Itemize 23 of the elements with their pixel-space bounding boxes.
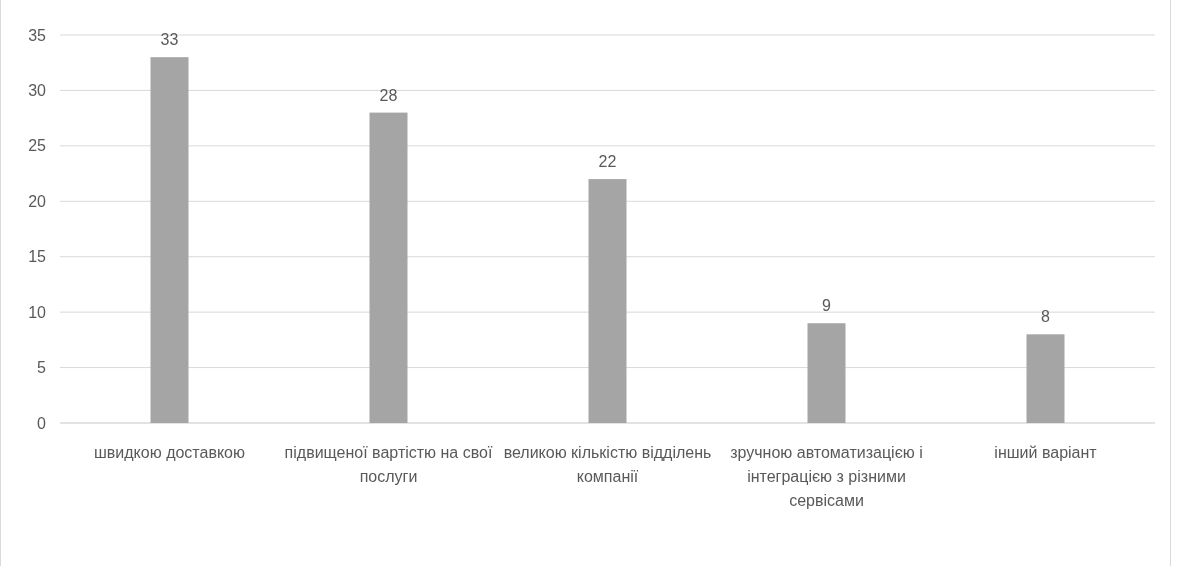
x-tick-label: інший варіант <box>994 444 1098 461</box>
bar <box>369 112 408 423</box>
y-tick-label: 35 <box>28 26 47 44</box>
bar <box>807 323 846 423</box>
y-tick-label: 10 <box>28 303 47 321</box>
data-label: 8 <box>1041 308 1051 326</box>
y-tick-label: 30 <box>28 82 47 100</box>
bar <box>1026 334 1065 423</box>
bar <box>588 179 627 423</box>
y-tick-label: 20 <box>28 192 47 210</box>
bar <box>150 57 189 423</box>
y-tick-label: 25 <box>28 137 47 155</box>
x-tick-label: великою кількістю відділень компанії <box>503 444 712 485</box>
x-tick-label: підвищеної вартістю на свої послуги <box>284 444 493 485</box>
x-tick-label: швидкою доставкою <box>94 444 245 461</box>
y-tick-label: 15 <box>28 248 47 266</box>
y-tick-label: 5 <box>37 359 47 377</box>
x-tick-label: зручною автоматизацією і інтеграцією з різними сервісами <box>730 444 923 509</box>
data-label: 28 <box>379 86 398 104</box>
data-label: 33 <box>160 31 179 49</box>
y-tick-label: 0 <box>37 414 47 432</box>
data-label: 22 <box>598 153 617 171</box>
data-label: 9 <box>822 297 832 315</box>
